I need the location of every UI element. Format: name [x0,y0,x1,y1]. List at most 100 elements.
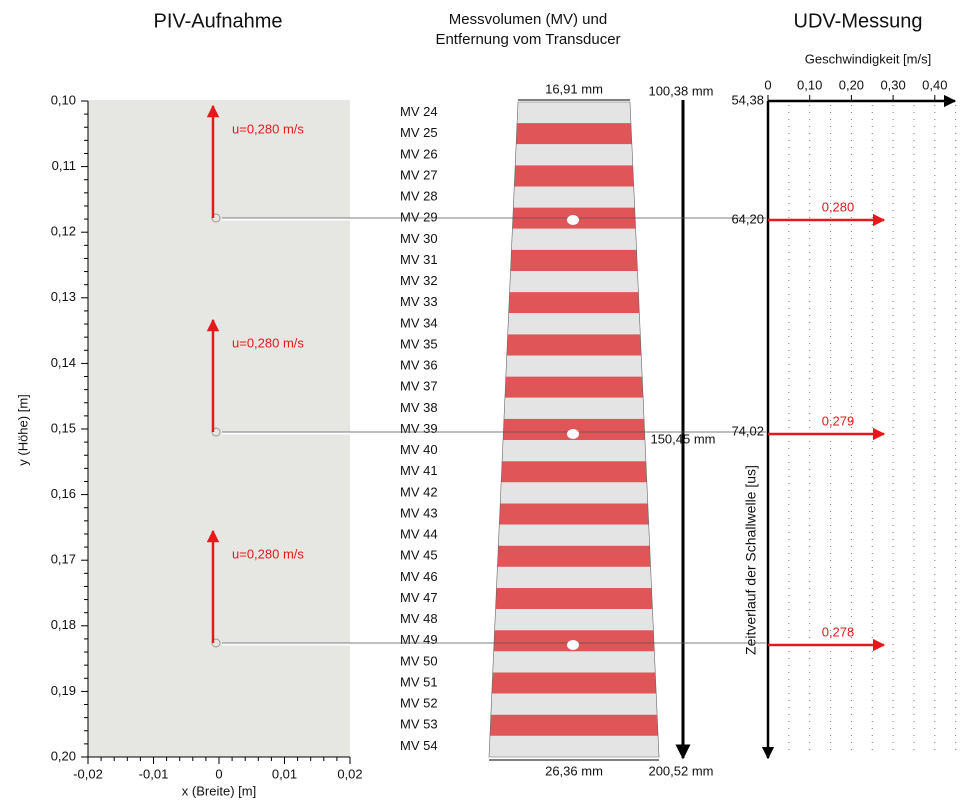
mv-title: Entfernung vom Transducer [435,31,620,48]
velocity-tick-label: 0,10 [797,77,822,92]
y-axis-label: y (Höhe) [m] [15,394,30,466]
velocity-label: u=0,280 m/s [232,546,304,561]
mv-label: MV 40 [400,442,438,457]
piv-title: PIV-Aufnahme [154,10,283,32]
mv-label: MV 24 [400,104,438,119]
time-label: 54,38 [731,92,764,107]
mv-label: MV 35 [400,336,438,351]
y-tick-label: 0,14 [51,355,76,370]
mv-label: MV 29 [400,210,438,225]
velocity-axis-label: Geschwindigkeit [m/s] [805,51,931,66]
mv-label: MV 52 [400,696,438,711]
bottom-width: 26,36 mm [545,763,603,778]
piv-image [88,100,350,757]
mv-label: MV 30 [400,231,438,246]
velocity-label: u=0,280 m/s [232,335,304,350]
x-tick-label: -0,01 [139,766,169,781]
mv-stripe [489,736,659,757]
y-tick-label: 0,15 [51,420,76,435]
velocity-tick-label: 0 [764,77,771,92]
mv-label: MV 34 [400,315,438,330]
mv-stripe [508,313,641,334]
distance: 150,45 mm [650,431,715,446]
mv-stripe [505,377,643,398]
top-width: 16,91 mm [545,81,603,96]
mv-label: MV 50 [400,653,438,668]
mv-label: MV 39 [400,421,438,436]
mv-stripe [510,271,639,292]
y-tick-label: 0,13 [51,289,76,304]
mv-label: MV 25 [400,125,438,140]
udv-value: 0,279 [822,413,855,428]
mv-label: MV 44 [400,527,438,542]
mv-stripe [515,144,633,165]
mv-label: MV 53 [400,717,438,732]
mv-label: MV 31 [400,252,438,267]
mv-stripe [500,482,648,503]
distance: 100,38 mm [648,83,713,98]
mv-label: MV 51 [400,674,438,689]
y-tick-label: 0,12 [51,224,76,239]
mv-label: MV 46 [400,569,438,584]
mv-dot [567,215,579,225]
y-tick-label: 0,16 [51,486,76,501]
mv-stripe [516,123,632,144]
mv-stripe [497,546,650,567]
udv-value: 0,280 [822,199,855,214]
mv-label: MV 45 [400,548,438,563]
distance: 200,52 mm [648,763,713,778]
mv-label: MV 47 [400,590,438,605]
mv-stripe [491,694,657,715]
mv-label: MV 54 [400,738,438,753]
mv-stripe [513,187,634,208]
mv-label: MV 37 [400,379,438,394]
y-tick-label: 0,10 [51,92,76,107]
mv-label: MV 36 [400,358,438,373]
udv-value: 0,278 [822,624,855,639]
mv-stripe [492,672,656,693]
mv-stripe [514,165,633,186]
mv-stripe [517,102,631,123]
y-tick-label: 0,18 [51,617,76,632]
x-tick-label: -0,02 [73,766,103,781]
mv-label: MV 26 [400,146,438,161]
velocity-label: u=0,280 m/s [232,121,304,136]
x-tick-label: 0,01 [272,766,297,781]
figure: PIV-Aufnahme y (Höhe) [m] x (Breite) [m]… [0,0,963,807]
y-tick-label: 0,11 [52,158,76,173]
mv-stripe [490,715,658,736]
mv-stripe [501,461,647,482]
mv-title: Messvolumen (MV) und [449,11,607,28]
mv-stripe [499,503,648,524]
y-tick-label: 0,19 [51,683,76,698]
mv-stripe [509,292,640,313]
mv-stripe [496,588,653,609]
x-axis-label: x (Breite) [m] [182,783,256,798]
time-label: 74,02 [731,423,764,438]
mv-dot [567,640,579,650]
time-axis-label: Zeitverlauf der Schallwelle [us] [743,465,759,655]
mv-stripe [493,651,656,672]
mv-label: MV 27 [400,167,438,182]
x-tick-label: 0 [215,766,222,781]
mv-dot [567,429,579,439]
velocity-tick-label: 0,40 [922,77,947,92]
mv-stripe [504,398,644,419]
velocity-tick-label: 0,20 [839,77,864,92]
mv-label: MV 48 [400,611,438,626]
y-tick-label: 0,17 [51,552,76,567]
velocity-tick-label: 0,30 [880,77,905,92]
time-label: 64,20 [731,211,764,226]
mv-stripe [511,229,636,250]
mv-stripe [507,334,641,355]
x-tick-label: 0,02 [337,766,362,781]
udv-title: UDV-Messung [794,10,923,32]
mv-label: MV 28 [400,189,438,204]
mv-label: MV 49 [400,632,438,647]
mv-label: MV 32 [400,273,438,288]
mv-stripe [511,250,638,271]
mv-stripe [502,440,646,461]
mv-stripe [506,356,642,377]
mv-label: MV 41 [400,463,438,478]
mv-stripe [498,525,649,546]
